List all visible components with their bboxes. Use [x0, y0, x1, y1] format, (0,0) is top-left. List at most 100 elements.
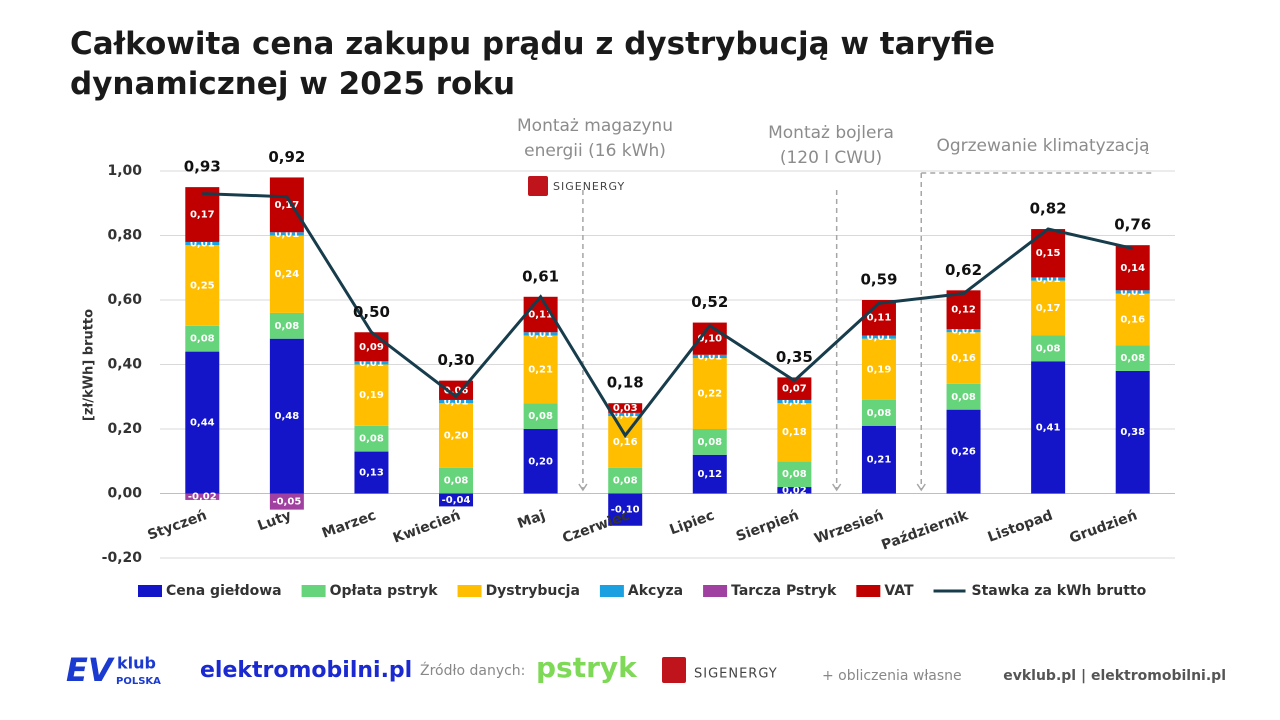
data-label: 0,01 [697, 351, 722, 362]
bar-segment [1115, 290, 1150, 294]
annotation: energii (16 kWh) [524, 141, 666, 161]
data-label: 0,12 [697, 469, 722, 480]
data-label: 0,14 [1120, 263, 1145, 274]
data-label: 0,08 [190, 334, 215, 345]
line-label: 0,50 [353, 303, 390, 321]
bar-segment [523, 403, 558, 429]
data-label: -0,10 [611, 505, 640, 516]
annotation-arrow [916, 483, 926, 492]
data-label: 0,41 [1036, 422, 1061, 433]
x-tick-label: Luty [256, 507, 294, 534]
data-label: 0,01 [190, 239, 215, 250]
y-axis-label: [zł/kWh] brutto [82, 309, 97, 421]
data-label: 0,08 [951, 392, 976, 403]
footer-logo: POLSKA [116, 676, 161, 687]
bar-segment [523, 332, 558, 336]
data-label: 0,22 [697, 389, 722, 400]
x-tick-label: Czerwiec [560, 507, 632, 546]
annotation: Ogrzewanie klimatyzacją [936, 136, 1149, 156]
data-label: 0,20 [528, 456, 553, 467]
bar-segment [777, 377, 812, 400]
x-tick-label: Styczeń [145, 507, 209, 543]
data-label: 0,10 [697, 334, 722, 345]
bar-segment [439, 493, 474, 507]
chart-title: Całkowita cena zakupu prądu z dystrybucj… [70, 26, 996, 102]
bar-segment [185, 245, 220, 326]
data-label: 0,08 [867, 408, 892, 419]
data-label: 0,08 [1036, 343, 1061, 354]
data-label: 0,16 [613, 437, 638, 448]
bar-segment [861, 300, 896, 336]
bar-segment [1031, 335, 1066, 362]
data-label: 0,08 [444, 476, 469, 487]
data-label: 0,19 [867, 364, 892, 375]
legend-label: Opłata pstryk [330, 583, 439, 599]
y-tick-label: 0,80 [107, 228, 142, 244]
data-label: 0,01 [782, 397, 807, 408]
y-tick-label: 0,20 [107, 421, 142, 437]
line [202, 192, 1134, 439]
bar-segment [185, 187, 220, 242]
legend-swatch [138, 585, 162, 597]
data-label: 0,21 [528, 364, 553, 375]
bar-segment [608, 416, 643, 468]
bar-segment [1115, 293, 1150, 346]
logo-icon [662, 657, 686, 683]
data-label: 0,38 [1120, 427, 1145, 438]
bar-segment [354, 451, 389, 494]
line-label: 0,82 [1030, 200, 1067, 218]
line-label: 0,30 [438, 351, 475, 369]
x-tick-label: Październik [879, 507, 971, 553]
y-tick-label: 1,00 [107, 163, 142, 179]
line-label: 0,52 [691, 293, 728, 311]
line-label: 0,92 [268, 148, 305, 166]
bar-segment [269, 493, 304, 510]
x-tick-label: Kwiecień [391, 507, 463, 546]
data-label: 0,01 [613, 409, 638, 420]
x-tick-label: Listopad [986, 507, 1055, 545]
footer-note: + obliczenia własne [822, 668, 962, 684]
data-label: 0,26 [951, 447, 976, 458]
data-label: -0,04 [442, 495, 471, 506]
data-label: 0,24 [275, 269, 300, 280]
bar-segment [185, 241, 220, 246]
annotation: Montaż bojlera [768, 123, 894, 143]
x-tick-label: Sierpień [734, 507, 801, 544]
data-label: 0,08 [1120, 353, 1145, 364]
x-tick-label: Marzec [320, 507, 378, 541]
bar-segment [354, 361, 389, 365]
bar-segment [354, 332, 389, 362]
legend-label: VAT [884, 583, 914, 599]
bar-segment [439, 467, 474, 494]
data-label: 0,12 [951, 305, 976, 316]
data-label: 0,20 [444, 430, 469, 441]
bar-segment [692, 354, 727, 359]
bar-segment [1031, 280, 1066, 336]
data-label: 0,08 [613, 476, 638, 487]
bar-segment [269, 312, 304, 339]
data-label: 0,17 [275, 200, 300, 211]
legend-swatch [703, 585, 728, 597]
bar-segment [269, 338, 304, 494]
bar-segment [777, 399, 812, 404]
bar-segment [946, 383, 981, 410]
data-label: 0,08 [528, 411, 553, 422]
data-label: 0,21 [867, 455, 892, 466]
data-label: 0,01 [359, 358, 384, 369]
logo-icon [528, 176, 548, 196]
data-label: 0,25 [190, 280, 215, 291]
line-label: 0,59 [860, 271, 897, 289]
annotation-arrow [832, 483, 842, 492]
data-label: 0,48 [275, 411, 300, 422]
data-label: 0,19 [359, 390, 384, 401]
bar-segment [185, 351, 220, 494]
footer-links: evklub.pl | elektromobilni.pl [1003, 668, 1226, 684]
y-tick-label: -0,20 [102, 550, 143, 566]
legend-label: Tarcza Pstryk [731, 583, 837, 599]
y-tick-label: 0,40 [107, 357, 142, 373]
bar-segment [1115, 245, 1150, 291]
data-label: 0,09 [359, 342, 384, 353]
bar-segment [523, 429, 558, 494]
bar-segment [1115, 370, 1150, 494]
